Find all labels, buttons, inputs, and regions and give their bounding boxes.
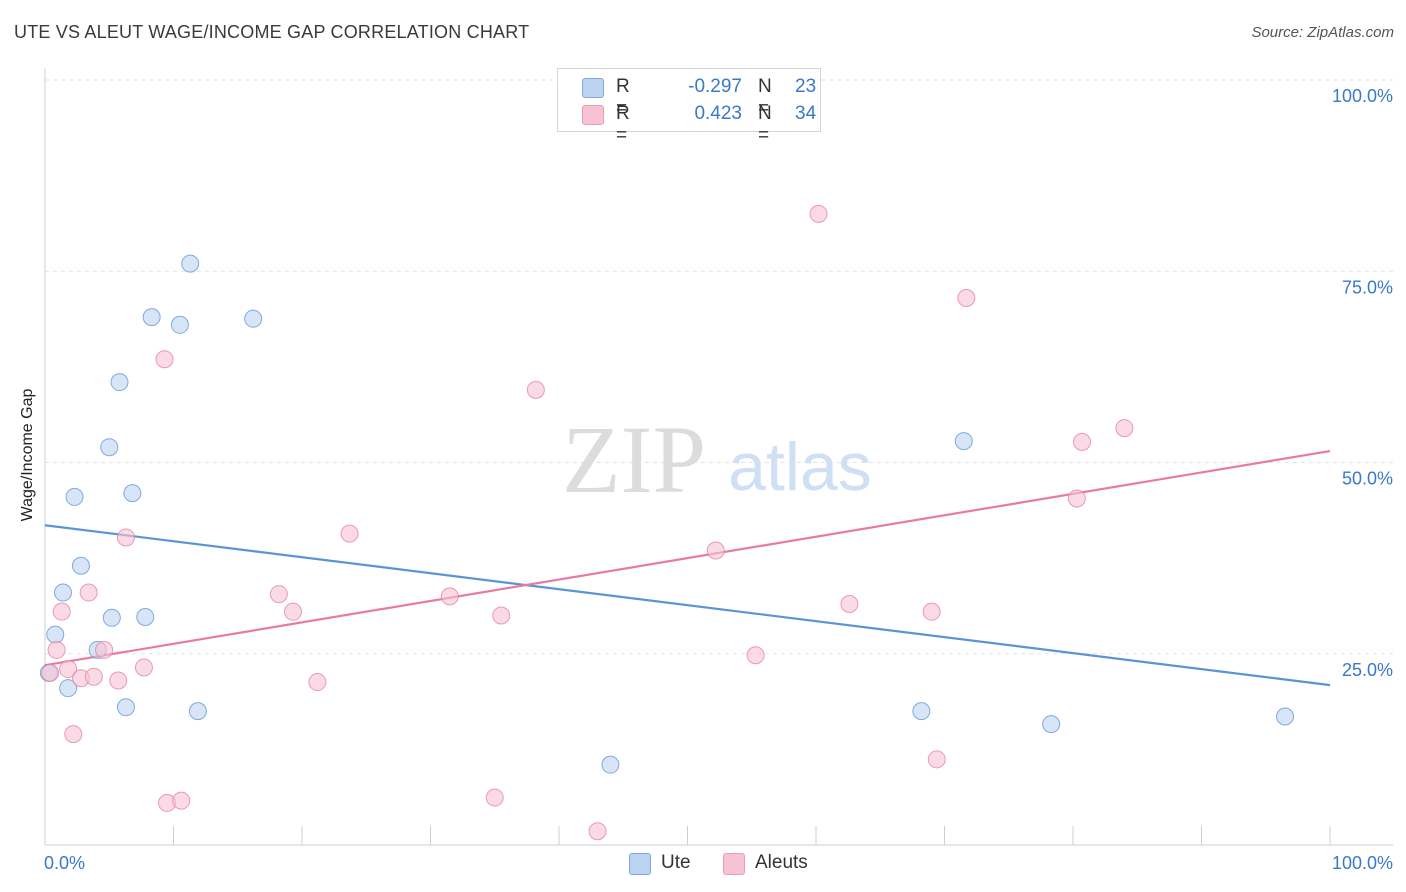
stats-legend: R = -0.297 N = 23 R = 0.423 N = 34 xyxy=(557,68,821,146)
aleuts-point xyxy=(588,822,607,841)
aleuts-point xyxy=(134,658,153,677)
aleuts-point xyxy=(172,791,191,810)
ute-trend-line xyxy=(44,524,1331,687)
aleuts-point xyxy=(840,595,859,614)
ute-point xyxy=(601,755,620,774)
ute-point xyxy=(170,315,189,334)
ute-point xyxy=(123,484,142,503)
aleuts-swatch xyxy=(582,105,604,125)
aleuts-point xyxy=(440,587,459,606)
aleuts-point xyxy=(41,663,60,682)
aleuts-point xyxy=(492,606,511,625)
ute-point xyxy=(46,625,65,644)
legend-ute-label: Ute xyxy=(661,852,691,873)
source-label: Source: ZipAtlas.com xyxy=(1251,24,1394,41)
data-points xyxy=(39,204,1295,841)
watermark-zip: ZIP xyxy=(562,406,706,513)
aleuts-point xyxy=(64,725,83,744)
ute-point xyxy=(1276,707,1295,726)
aleuts-r-label: R = xyxy=(616,103,630,146)
aleuts-point xyxy=(52,602,71,621)
y-tick-label: 100.0% xyxy=(1332,86,1393,106)
aleuts-point xyxy=(95,640,114,659)
aleuts-point xyxy=(746,646,765,665)
aleuts-n-value: 34 xyxy=(795,103,817,124)
aleuts-point xyxy=(84,667,103,686)
aleuts-point xyxy=(308,673,327,692)
aleuts-r-value: 0.423 xyxy=(694,103,742,124)
ute-point xyxy=(102,608,121,627)
x-tick-label-end: 100.0% xyxy=(1332,853,1393,873)
ute-point xyxy=(53,583,72,602)
ute-point xyxy=(100,438,119,457)
ute-point xyxy=(116,698,135,717)
aleuts-point xyxy=(485,788,504,807)
aleuts-point xyxy=(340,524,359,543)
y-tick-label: 50.0% xyxy=(1342,469,1393,489)
ute-point xyxy=(244,309,263,328)
ute-point xyxy=(181,254,200,273)
ute-point xyxy=(142,308,161,327)
aleuts-point xyxy=(1115,419,1134,438)
ute-point xyxy=(65,487,84,506)
aleuts-n-label: N = xyxy=(758,103,772,146)
ute-point xyxy=(954,432,973,451)
aleuts-point xyxy=(927,750,946,769)
ute-r-value: -0.297 xyxy=(688,76,742,97)
ute-point xyxy=(136,608,155,627)
aleuts-point xyxy=(155,350,174,369)
ute-point xyxy=(71,556,90,575)
tick-labels: 25.0% 50.0% 75.0% 100.0% 0.0% 100.0% xyxy=(44,86,1393,873)
ute-point xyxy=(912,702,931,721)
legend-aleuts-swatch xyxy=(723,853,745,875)
ute-r-label: R = xyxy=(616,76,630,119)
aleuts-point xyxy=(706,541,725,560)
trend-lines xyxy=(44,449,1331,687)
ute-swatch xyxy=(582,78,604,98)
ute-n-label: N = xyxy=(758,76,772,119)
axes xyxy=(44,68,1393,846)
aleuts-point xyxy=(284,602,303,621)
ute-n-value: 23 xyxy=(795,76,817,97)
y-axis-label: Wage/Income Gap xyxy=(19,388,36,522)
aleuts-point xyxy=(809,204,828,223)
chart-title: UTE VS ALEUT WAGE/INCOME GAP CORRELATION… xyxy=(14,22,530,42)
aleuts-point xyxy=(116,528,135,547)
grid-lines xyxy=(45,79,1393,655)
x-tick-label-start: 0.0% xyxy=(44,853,85,873)
aleuts-point xyxy=(109,671,128,690)
aleuts-trend-line xyxy=(44,449,1331,667)
ute-point xyxy=(110,373,129,392)
aleuts-point xyxy=(47,640,66,659)
aleuts-point xyxy=(526,380,545,399)
y-tick-label: 75.0% xyxy=(1342,277,1393,297)
aleuts-point xyxy=(922,602,941,621)
y-tick-label: 25.0% xyxy=(1342,660,1393,680)
aleuts-point xyxy=(1072,432,1091,451)
ute-point xyxy=(1042,715,1061,734)
legend-ute-swatch xyxy=(629,853,651,875)
ute-point xyxy=(59,679,78,698)
aleuts-point xyxy=(269,585,288,604)
ute-point xyxy=(188,702,207,721)
watermark-atlas: atlas xyxy=(728,429,872,505)
aleuts-point xyxy=(79,583,98,602)
series-legend: Ute Aleuts xyxy=(0,852,1406,878)
aleuts-point xyxy=(59,660,78,679)
legend-aleuts-label: Aleuts xyxy=(755,852,808,873)
aleuts-point xyxy=(957,289,976,308)
aleuts-point xyxy=(1067,489,1086,508)
